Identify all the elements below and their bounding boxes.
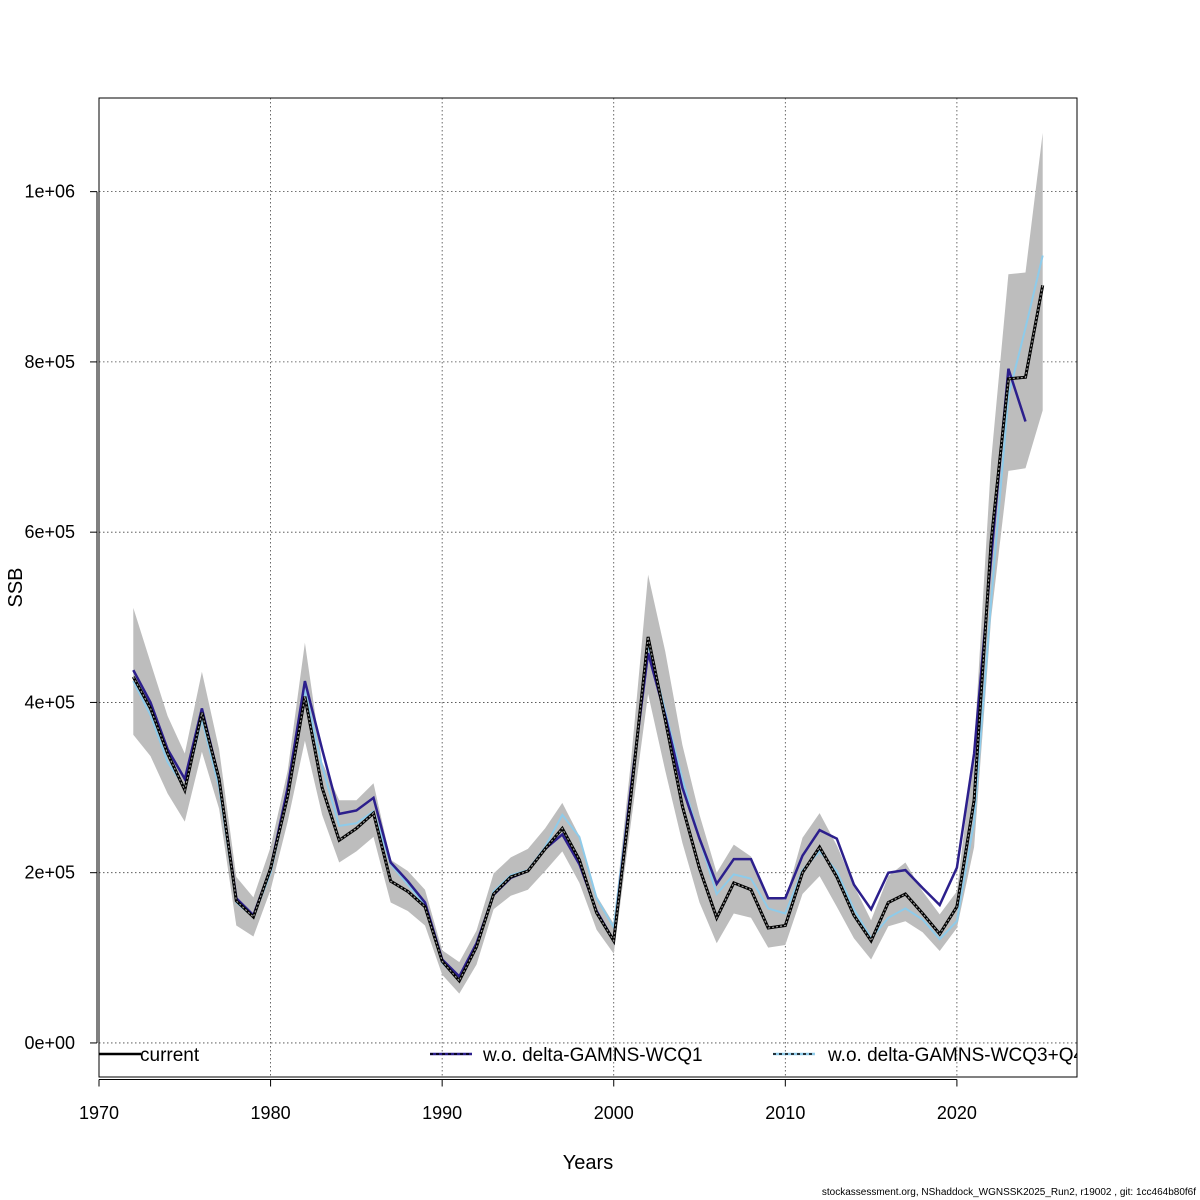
y-tick-label: 0e+00 — [24, 1033, 75, 1053]
y-tick-label: 4e+05 — [24, 692, 75, 712]
footer-credit: stockassessment.org, NShaddock_WGNSSK202… — [821, 1187, 1196, 1198]
y-tick-label: 1e+06 — [24, 182, 75, 202]
confidence-band-layer — [133, 132, 1043, 994]
y-tick-label: 8e+05 — [24, 352, 75, 372]
x-tick-label: 1990 — [422, 1103, 462, 1123]
legend-label-2: w.o. delta-GAMNS-WCQ3+Q4 — [827, 1045, 1084, 1066]
confidence-band — [133, 132, 1043, 994]
x-axis-title: Years — [563, 1152, 613, 1174]
axes: 1970 1980 1990 2000 2010 2020 0e+00 2e+05 4e+05 6… — [24, 182, 976, 1123]
legend-items: current w.o. delta-GAMNS-WCQ1 w.o. delta-G… — [99, 1045, 1084, 1066]
x-tick-label: 2010 — [765, 1103, 805, 1123]
legend: current w.o. delta-GAMNS-WCQ1 w.o. delta-G… — [99, 1045, 1084, 1066]
plot-frame — [98, 97, 1078, 1078]
legend-label-0: current — [140, 1045, 200, 1066]
x-tick-label: 1970 — [79, 1103, 119, 1123]
x-tick-label: 2000 — [594, 1103, 634, 1123]
x-tick-label: 1980 — [251, 1103, 291, 1123]
y-axis-title: SSB — [5, 567, 27, 607]
legend-label-1: w.o. delta-GAMNS-WCQ1 — [482, 1045, 703, 1066]
y-tick-label: 2e+05 — [24, 863, 75, 883]
series-line-current-dots — [132, 285, 1044, 982]
series-lines — [131, 255, 1045, 984]
x-tick-label: 2020 — [937, 1103, 977, 1123]
y-tick-label: 6e+05 — [24, 522, 75, 542]
